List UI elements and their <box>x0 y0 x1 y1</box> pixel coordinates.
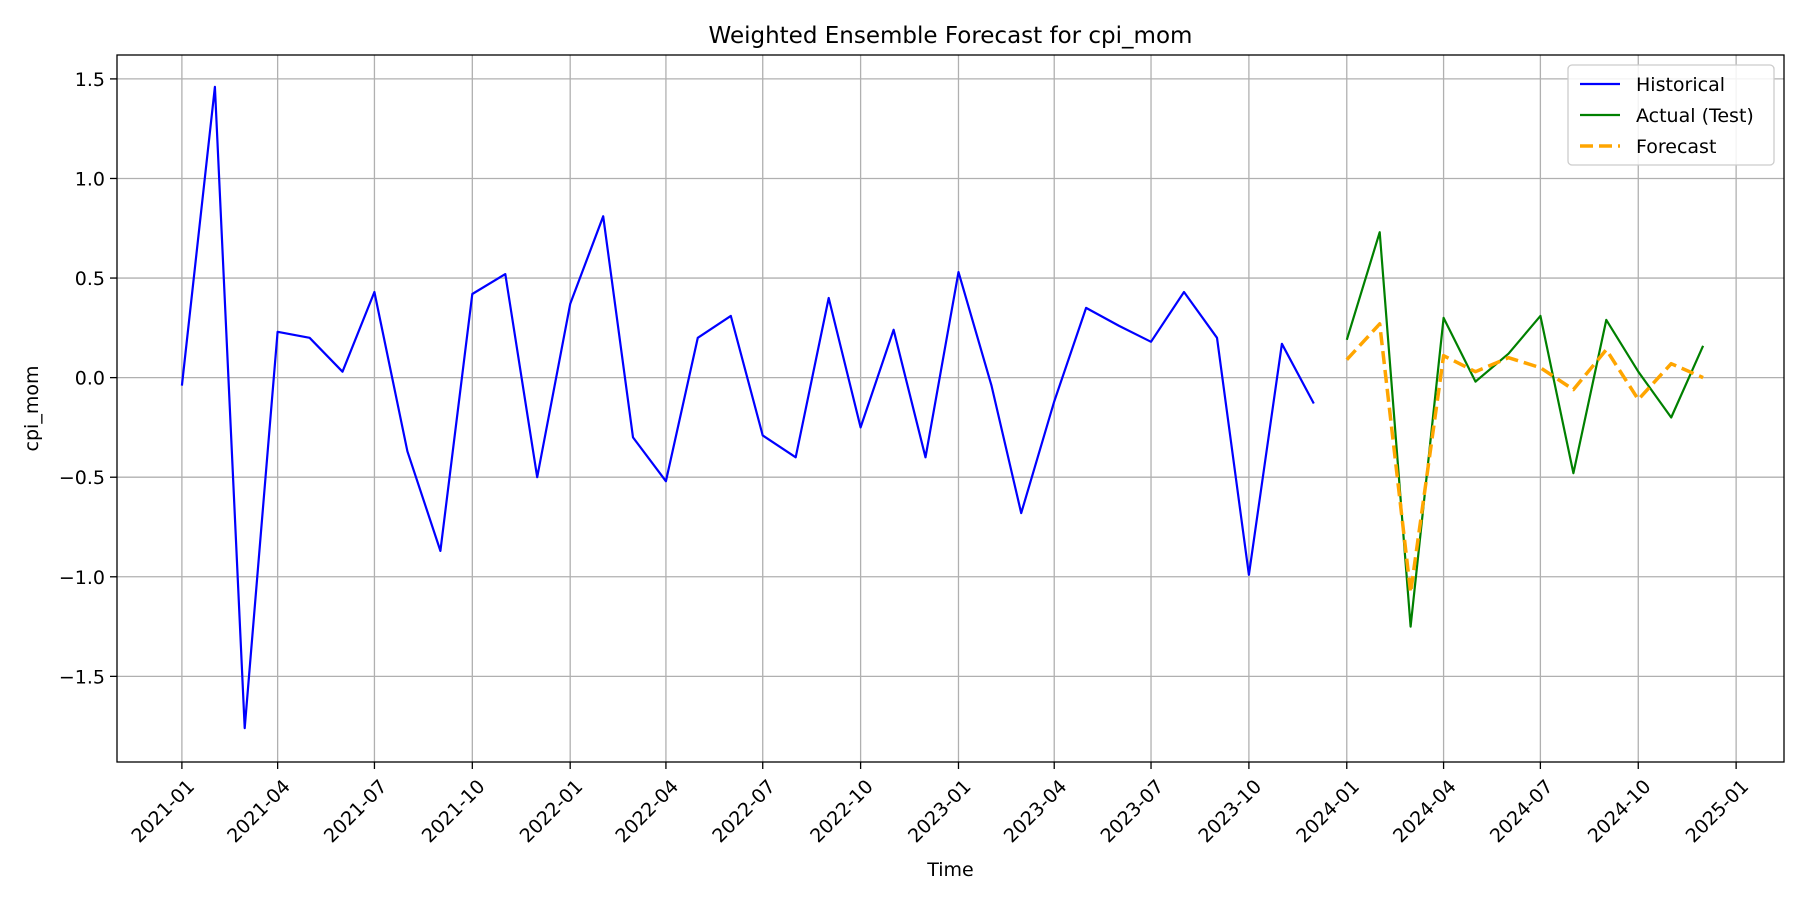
series-line-0 <box>180 85 1315 730</box>
legend-box <box>1567 64 1775 166</box>
y-tick-label: −0.5 <box>59 467 105 489</box>
grid <box>117 55 1784 762</box>
y-tick-label: 1.0 <box>75 168 105 190</box>
legend-label-0: Historical <box>1636 74 1725 96</box>
series-layer <box>180 85 1705 730</box>
y-tick-label: −1.5 <box>59 666 105 688</box>
legend: Historical Actual (Test) Forecast <box>1567 64 1775 166</box>
chart-title: Weighted Ensemble Forecast for cpi_mom <box>709 23 1193 49</box>
x-axis-label: Time <box>926 859 974 881</box>
legend-label-1: Actual (Test) <box>1636 105 1754 127</box>
y-tick-label: −1.0 <box>59 567 105 589</box>
legend-label-2: Forecast <box>1636 136 1716 158</box>
y-tick-label: 1.5 <box>75 69 105 91</box>
y-tick-label: 0.5 <box>75 268 105 290</box>
series-line-2 <box>1345 322 1704 595</box>
y-axis-label: cpi_mom <box>21 366 43 452</box>
y-axis: −1.5 −1.0 −0.5 0.0 0.5 1.0 1.5 <box>59 69 117 688</box>
y-tick-label: 0.0 <box>75 368 105 390</box>
plot-frame <box>116 54 1785 763</box>
